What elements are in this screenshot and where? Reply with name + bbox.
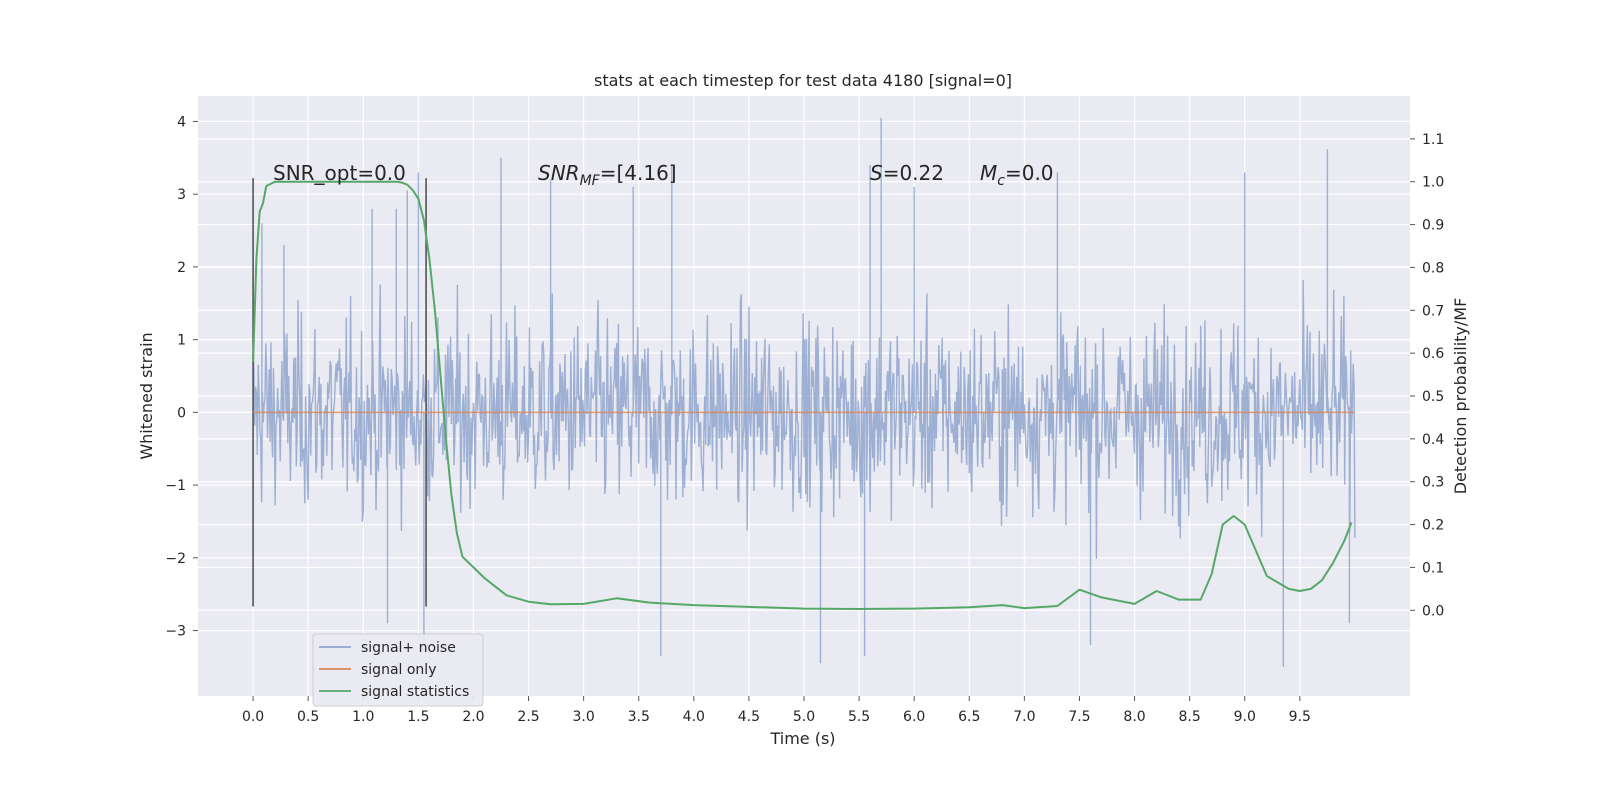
y-tick-label-2: −1 — [165, 478, 186, 494]
yr-tick-label-3: 0.3 — [1422, 475, 1444, 491]
annotation-snr-opt: SNR_opt=0.0 — [273, 161, 406, 185]
legend-box — [312, 633, 484, 707]
y-right-axis-ticks: 0.0 0.1 0.2 0.3 0.4 0.5 0.6 0.7 0.8 0.9 1.0 1.1 — [1410, 132, 1444, 619]
annotation-mc: Mc=0.0 — [980, 161, 1054, 189]
annotation-mc-value: =0.0 — [1005, 161, 1054, 185]
yr-tick-label-2: 0.2 — [1422, 518, 1444, 534]
legend-label-noise: signal+ noise — [361, 640, 456, 656]
annotation-s-symbol: S — [870, 161, 883, 185]
y-right-axis-label: Detection probability/MF — [1451, 298, 1470, 495]
yr-tick-label-4: 0.4 — [1422, 432, 1444, 448]
annotations: SNR_opt=0.0 SNRMF=[4.16] S=0.22 Mc=0.0 — [273, 161, 1054, 189]
yr-tick-label-0: 0.0 — [1422, 603, 1444, 619]
x-tick-label-3: 1.5 — [407, 709, 429, 725]
chart-title: stats at each timestep for test data 418… — [594, 71, 1012, 90]
x-tick-label-6: 3.0 — [573, 709, 595, 725]
x-tick-label-9: 4.5 — [738, 709, 760, 725]
x-tick-label-0: 0.0 — [242, 709, 264, 725]
x-tick-label-18: 9.0 — [1234, 709, 1256, 725]
y-tick-label-3: 0 — [177, 405, 186, 421]
y-tick-label-0: −3 — [165, 624, 186, 640]
yr-tick-label-8: 0.8 — [1422, 260, 1444, 276]
yr-tick-label-5: 0.5 — [1422, 389, 1444, 405]
legend: signal+ noise signal only signal statist… — [312, 633, 484, 707]
annotation-snr-mf-sub: MF — [580, 173, 601, 189]
annotation-mc-symbol: M — [980, 161, 997, 185]
x-tick-label-4: 2.0 — [462, 709, 484, 725]
signal-statistics-series — [252, 180, 1353, 610]
annotation-snr-mf-symbol: SNR — [538, 161, 580, 185]
x-axis-ticks: 0.0 0.5 1.0 1.5 2.0 2.5 3.0 3.5 4.0 4.5 5.0 5.5 6.0 6… — [242, 696, 1311, 725]
x-tick-label-13: 6.5 — [958, 709, 980, 725]
x-tick-label-12: 6.0 — [903, 709, 925, 725]
window-markers — [252, 178, 427, 607]
yr-tick-label-9: 0.9 — [1422, 218, 1444, 234]
y-axis-label: Whitened strain — [137, 332, 156, 459]
x-tick-label-7: 3.5 — [628, 709, 650, 725]
x-tick-label-19: 9.5 — [1289, 709, 1311, 725]
yr-tick-label-10: 1.0 — [1422, 175, 1444, 191]
x-tick-label-1: 0.5 — [297, 709, 319, 725]
x-tick-label-17: 8.5 — [1179, 709, 1201, 725]
x-tick-label-10: 5.0 — [793, 709, 815, 725]
x-tick-label-11: 5.5 — [848, 709, 870, 725]
legend-label-stats: signal statistics — [361, 684, 469, 700]
annotation-s: S=0.22 — [870, 161, 944, 185]
x-axis-label: Time (s) — [769, 729, 835, 748]
x-tick-label-16: 8.0 — [1123, 709, 1145, 725]
x-tick-label-5: 2.5 — [517, 709, 539, 725]
x-tick-label-8: 4.0 — [683, 709, 705, 725]
yr-tick-label-7: 0.7 — [1422, 303, 1444, 319]
signal-statistics-line — [252, 180, 1353, 610]
y-tick-label-1: −2 — [165, 551, 186, 567]
x-tick-label-15: 7.5 — [1068, 709, 1090, 725]
y-tick-label-4: 1 — [177, 333, 186, 349]
annotation-mc-sub: c — [997, 173, 1005, 189]
legend-label-signal: signal only — [361, 662, 436, 678]
signal-noise-series — [252, 117, 1356, 667]
annotation-snr-mf-value: =[4.16] — [600, 161, 677, 185]
y-tick-label-6: 3 — [177, 187, 186, 203]
x-tick-label-2: 1.0 — [352, 709, 374, 725]
annotation-snr-mf: SNRMF=[4.16] — [538, 161, 677, 189]
y-tick-label-7: 4 — [177, 114, 186, 130]
y-tick-label-5: 2 — [177, 260, 186, 276]
yr-tick-label-1: 0.1 — [1422, 560, 1444, 576]
x-tick-label-14: 7.0 — [1013, 709, 1035, 725]
noise-line — [252, 117, 1356, 667]
yr-tick-label-6: 0.6 — [1422, 346, 1444, 362]
annotation-s-value: =0.22 — [883, 161, 944, 185]
y-axis-ticks: −3 −2 −1 0 1 2 3 4 — [165, 114, 198, 640]
yr-tick-label-11: 1.1 — [1422, 132, 1444, 148]
